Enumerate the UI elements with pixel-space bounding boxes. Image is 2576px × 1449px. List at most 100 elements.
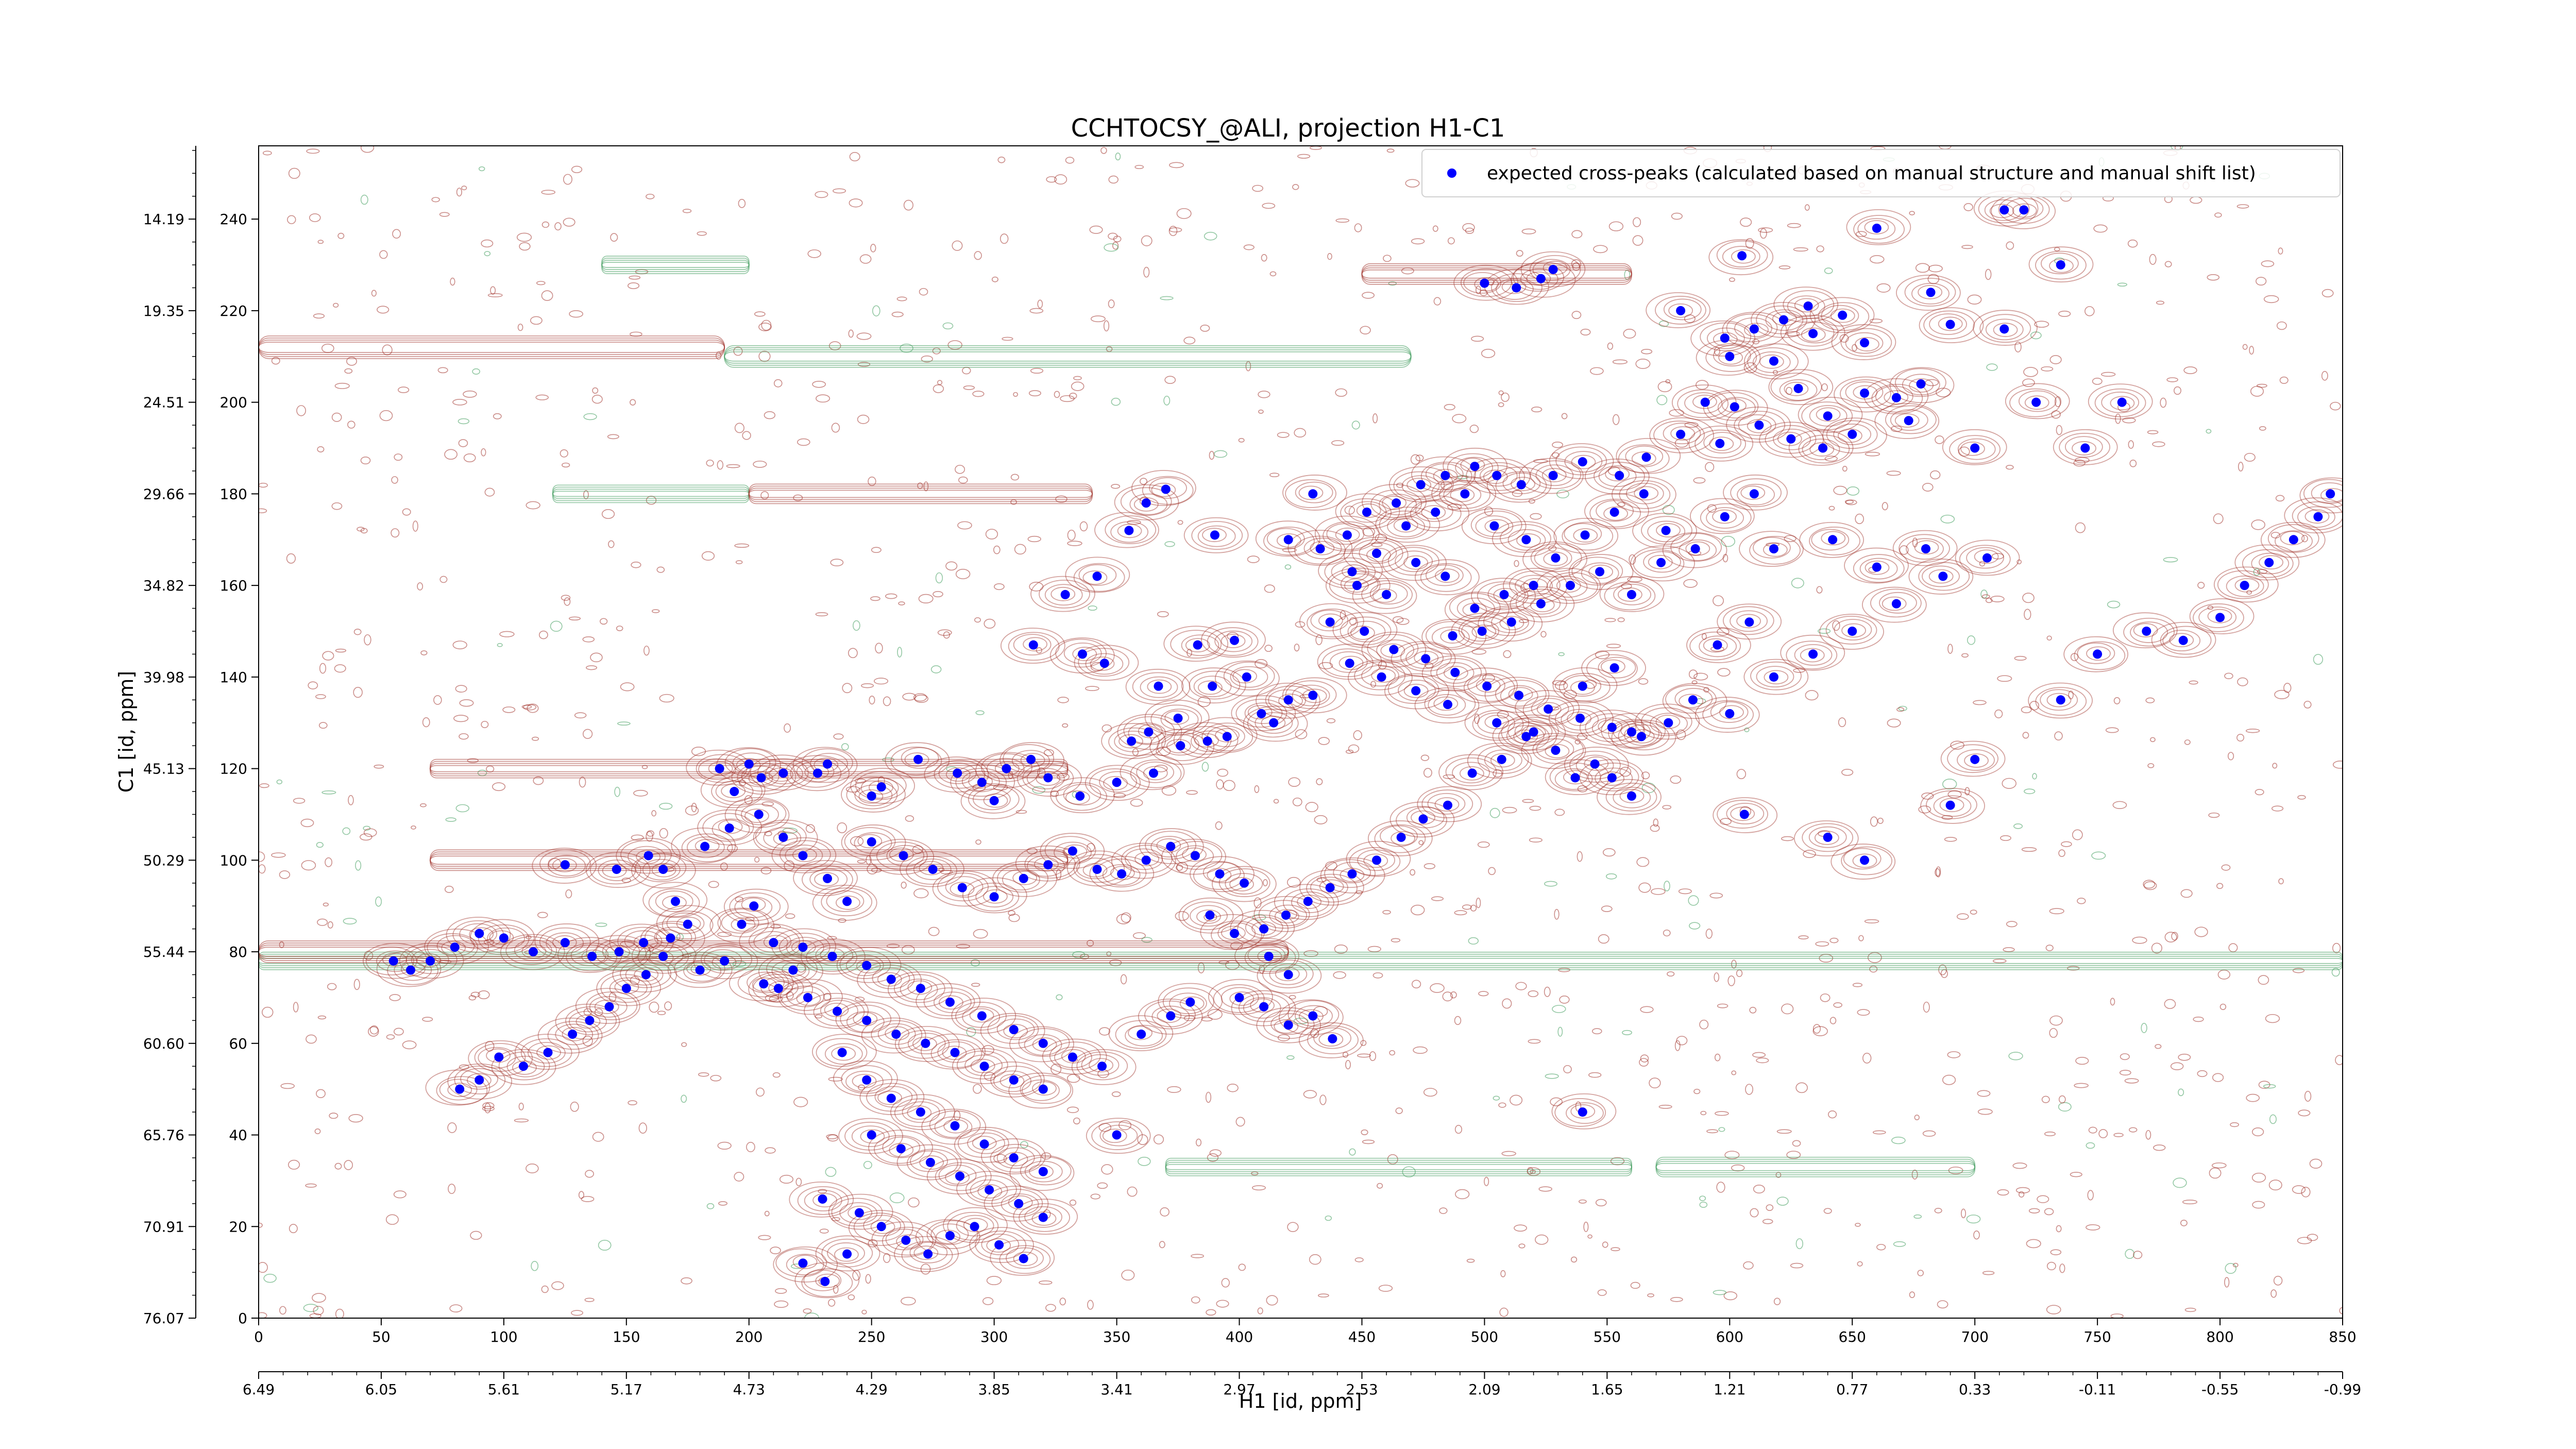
cross-peak-marker	[1818, 443, 1828, 453]
contour-noise	[289, 1224, 298, 1234]
contour-noise	[2046, 635, 2052, 641]
contour-noise	[2206, 429, 2212, 434]
contour-peak	[1449, 593, 1501, 622]
contour-peak	[952, 1048, 1017, 1084]
contour-peak	[645, 922, 696, 952]
contour-noise	[470, 991, 481, 998]
contour-peak	[957, 1129, 1009, 1158]
contour-noise	[1749, 1006, 1757, 1014]
contour-noise	[1493, 1096, 1500, 1101]
contour-noise	[497, 643, 503, 647]
contour-noise	[848, 329, 854, 338]
contour-noise	[2253, 568, 2260, 576]
contour-noise	[353, 628, 362, 635]
contour-noise	[2072, 829, 2083, 840]
contour-noise	[342, 827, 351, 835]
contour-peak	[1072, 647, 1097, 661]
y-tick-label: 60	[229, 1035, 247, 1052]
contour-peak	[1169, 992, 1207, 1015]
contour-noise	[1841, 768, 1854, 776]
cross-peak-marker	[1492, 718, 1502, 728]
contour-noise	[431, 197, 440, 203]
contour-peak	[1483, 469, 1508, 484]
contour-noise	[1715, 1111, 1729, 1116]
contour-noise	[2014, 655, 2027, 661]
contour-peak	[1549, 443, 1614, 479]
contour-peak	[1310, 877, 1348, 899]
contour-peak	[1191, 730, 1229, 752]
x2-tick-label: -0.11	[2079, 1381, 2116, 1398]
contour-peak	[1359, 542, 1397, 564]
contour-peak	[846, 1011, 885, 1033]
contour-noise	[1823, 1208, 1832, 1214]
contour-noise	[1736, 769, 1747, 780]
contour-peak	[1871, 383, 1923, 413]
contour-peak	[961, 770, 1000, 793]
contour-peak	[1231, 990, 1296, 1026]
contour-peak	[1374, 824, 1426, 853]
contour-noise	[697, 231, 707, 236]
contour-peak	[1947, 744, 1998, 773]
contour-noise	[1469, 425, 1479, 433]
contour-noise	[1287, 1222, 1299, 1232]
contour-peak	[1510, 586, 1575, 622]
contour-noise	[733, 346, 743, 356]
contour-noise	[1580, 328, 1591, 336]
contour-peak	[512, 1060, 537, 1075]
contour-noise	[2178, 1088, 2184, 1097]
contour-peak	[2280, 531, 2305, 546]
contour-noise	[516, 232, 532, 242]
contour-noise	[1784, 535, 1797, 542]
contour-noise	[1545, 1073, 1559, 1079]
contour-peak	[1108, 1015, 1174, 1052]
contour-noise	[2178, 1053, 2191, 1061]
contour-noise	[1699, 1195, 1706, 1201]
contour-peak	[1471, 578, 1536, 614]
contour-noise	[1855, 513, 1864, 525]
contour-noise	[659, 694, 674, 703]
contour-peak	[973, 788, 1011, 811]
contour-peak	[1173, 722, 1239, 759]
contour-noise	[322, 651, 334, 661]
y-axis-title: C1 [id, ppm]	[115, 671, 138, 793]
contour-noise	[779, 1174, 794, 1184]
contour-noise	[448, 1184, 456, 1194]
contour-noise	[1667, 971, 1675, 977]
contour-noise	[858, 1084, 866, 1091]
contour-peak	[990, 1066, 1042, 1095]
contour-peak	[1433, 696, 1459, 711]
contour-noise	[2013, 823, 2023, 829]
contour-noise	[1638, 678, 1649, 685]
contour-noise	[1669, 409, 1684, 417]
cross-peak-marker	[1506, 617, 1516, 627]
contour-noise	[1705, 929, 1713, 939]
contour-noise	[1558, 652, 1565, 656]
cross-peak-marker	[899, 851, 908, 861]
contour-peak	[1350, 626, 1375, 640]
contour-noise	[564, 597, 571, 606]
contour-noise	[1088, 605, 1097, 611]
contour-peak	[2064, 436, 2103, 458]
contour-peak	[704, 949, 742, 971]
contour-peak	[992, 861, 1057, 897]
contour-noise	[305, 1183, 317, 1188]
contour-noise	[598, 1240, 612, 1251]
contour-noise	[2213, 513, 2224, 524]
contour-peak	[1181, 634, 1219, 656]
contour-noise	[1112, 242, 1119, 250]
contour-noise	[337, 232, 345, 239]
contour-noise	[1277, 1034, 1290, 1041]
contour-noise	[1793, 668, 1805, 673]
contour-noise	[2256, 383, 2267, 388]
contour-noise	[592, 387, 599, 394]
contour-peak	[1570, 1104, 1596, 1119]
contour-peak	[1477, 712, 1516, 734]
contour-peak	[1751, 301, 1816, 338]
contour-noise	[1877, 817, 1884, 824]
contour-noise	[1455, 1189, 1470, 1200]
cross-peak-marker	[1137, 1030, 1146, 1039]
contour-noise	[1348, 744, 1360, 753]
cross-peak-marker	[1075, 791, 1085, 801]
contour-noise	[1914, 1115, 1920, 1120]
contour-peak	[498, 1051, 550, 1081]
